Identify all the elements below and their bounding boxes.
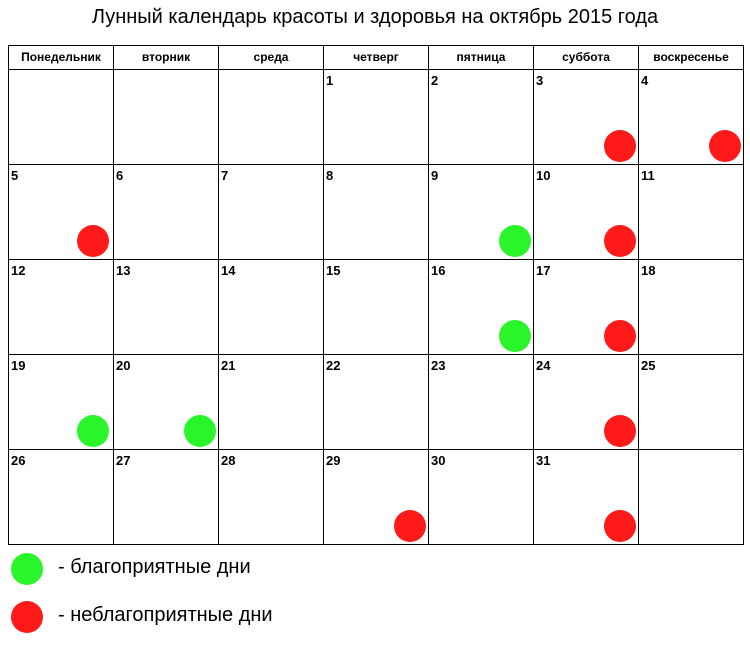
day-number: 24 [536,358,551,373]
day-cell: 21 [218,354,324,450]
day-cell: 14 [218,259,324,355]
legend-label: - неблагоприятные дни [58,604,273,626]
day-cell: 25 [638,354,744,450]
day-cell: 6 [113,164,219,260]
day-marker [77,225,109,257]
day-cell: 19 [8,354,114,450]
day-number: 8 [326,168,334,183]
day-cell: 23 [428,354,534,450]
day-cell: 18 [638,259,744,355]
day-cell: 1 [323,69,429,165]
day-marker [184,415,216,447]
day-number: 23 [431,358,446,373]
day-cell: 10 [533,164,639,260]
day-number: 7 [221,168,229,183]
day-number: 26 [11,453,26,468]
day-cell: 30 [428,449,534,545]
day-cell: 15 [323,259,429,355]
day-cell: 5 [8,164,114,260]
day-cell: 16 [428,259,534,355]
day-marker [604,225,636,257]
day-number: 11 [641,168,655,183]
day-number: 30 [431,453,446,468]
day-number: 22 [326,358,341,373]
day-cell: 8 [323,164,429,260]
day-cell: 11 [638,164,744,260]
day-marker [604,130,636,162]
day-number: 18 [641,263,656,278]
day-number: 2 [431,73,439,88]
day-number: 21 [221,358,236,373]
day-cell: 4 [638,69,744,165]
day-marker [499,225,531,257]
day-number: 25 [641,358,656,373]
day-cell: 28 [218,449,324,545]
weekday-header: среда [218,45,324,70]
day-marker [604,415,636,447]
day-number: 13 [116,263,131,278]
day-cell: 17 [533,259,639,355]
day-number: 4 [641,73,649,88]
weekday-header: вторник [113,45,219,70]
day-marker [604,320,636,352]
day-number: 12 [11,263,26,278]
day-number: 10 [536,168,551,183]
day-number: 3 [536,73,544,88]
day-cell: 24 [533,354,639,450]
day-number: 9 [431,168,439,183]
weekday-header: Понедельник [8,45,114,70]
day-cell: 2 [428,69,534,165]
day-marker [709,130,741,162]
day-number: 5 [11,168,19,183]
legend-label: - благоприятные дни [58,556,251,578]
day-cell: 13 [113,259,219,355]
day-cell [638,449,744,545]
day-cell: 12 [8,259,114,355]
day-number: 28 [221,453,236,468]
day-cell [113,69,219,165]
day-marker [499,320,531,352]
weekday-header: пятница [428,45,534,70]
day-number: 14 [221,263,236,278]
day-number: 15 [326,263,341,278]
day-cell: 7 [218,164,324,260]
day-cell: 31 [533,449,639,545]
day-number: 16 [431,263,446,278]
day-cell: 26 [8,449,114,545]
day-number: 29 [326,453,341,468]
day-marker [394,510,426,542]
day-number: 20 [116,358,131,373]
day-cell: 20 [113,354,219,450]
day-number: 19 [11,358,26,373]
day-number: 17 [536,263,551,278]
day-number: 1 [326,73,334,88]
day-cell: 3 [533,69,639,165]
legend-marker [11,601,43,633]
day-cell [8,69,114,165]
day-cell: 29 [323,449,429,545]
weekday-header: воскресенье [638,45,744,70]
day-cell: 9 [428,164,534,260]
weekday-header: суббота [533,45,639,70]
day-marker [77,415,109,447]
legend-marker [11,553,43,585]
day-number: 6 [116,168,124,183]
weekday-header: четверг [323,45,429,70]
day-number: 31 [536,453,551,468]
day-cell: 22 [323,354,429,450]
day-number: 27 [116,453,131,468]
title: Лунный календарь красоты и здоровья на о… [91,6,659,28]
day-cell: 27 [113,449,219,545]
day-cell [218,69,324,165]
day-marker [604,510,636,542]
